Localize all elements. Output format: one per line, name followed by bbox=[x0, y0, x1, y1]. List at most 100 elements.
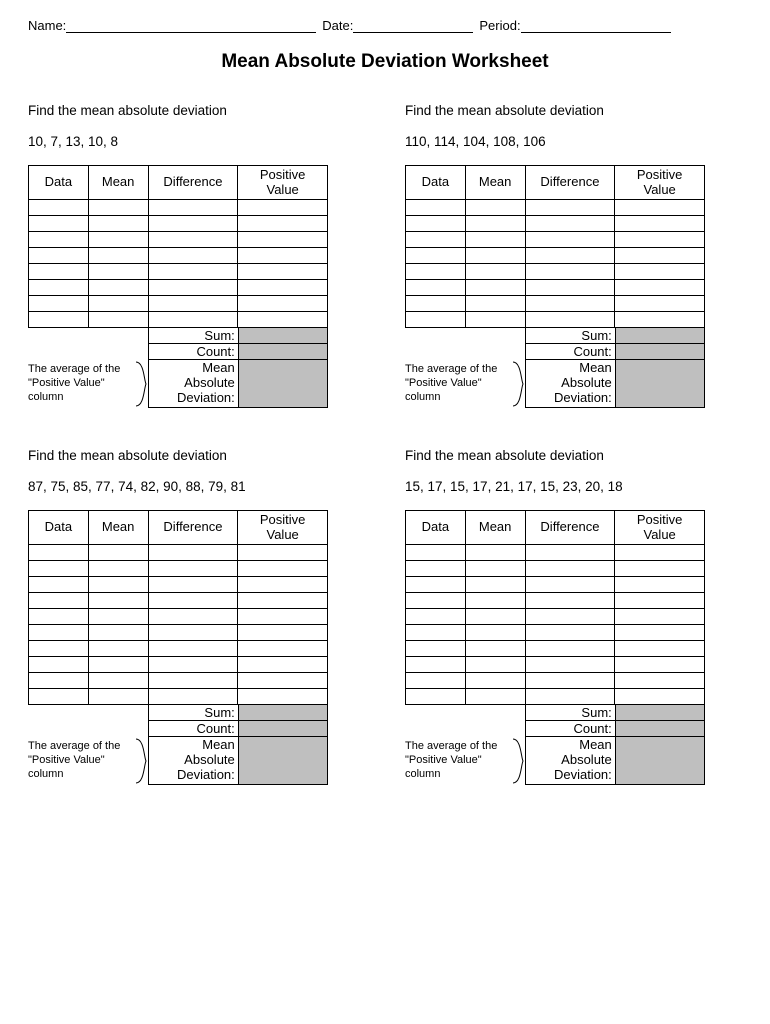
table-cell[interactable] bbox=[88, 280, 148, 296]
table-cell[interactable] bbox=[148, 593, 238, 609]
table-cell[interactable] bbox=[525, 689, 615, 705]
table-cell[interactable] bbox=[238, 264, 328, 280]
table-cell[interactable] bbox=[88, 689, 148, 705]
table-cell[interactable] bbox=[148, 264, 238, 280]
table-cell[interactable] bbox=[238, 216, 328, 232]
table-cell[interactable] bbox=[465, 625, 525, 641]
table-cell[interactable] bbox=[615, 264, 705, 280]
table-cell[interactable] bbox=[615, 280, 705, 296]
table-cell[interactable] bbox=[148, 248, 238, 264]
table-cell[interactable] bbox=[406, 609, 466, 625]
table-cell[interactable] bbox=[88, 312, 148, 328]
table-cell[interactable] bbox=[615, 296, 705, 312]
table-cell[interactable] bbox=[406, 248, 466, 264]
table-cell[interactable] bbox=[465, 545, 525, 561]
table-cell[interactable] bbox=[525, 232, 615, 248]
table-cell[interactable] bbox=[465, 561, 525, 577]
table-cell[interactable] bbox=[238, 673, 328, 689]
sum-row-value[interactable] bbox=[238, 705, 327, 721]
table-cell[interactable] bbox=[525, 312, 615, 328]
table-cell[interactable] bbox=[525, 200, 615, 216]
table-cell[interactable] bbox=[29, 312, 89, 328]
table-cell[interactable] bbox=[406, 216, 466, 232]
table-cell[interactable] bbox=[406, 641, 466, 657]
table-cell[interactable] bbox=[525, 625, 615, 641]
table-cell[interactable] bbox=[615, 577, 705, 593]
table-cell[interactable] bbox=[88, 248, 148, 264]
table-cell[interactable] bbox=[29, 232, 89, 248]
table-cell[interactable] bbox=[148, 625, 238, 641]
table-cell[interactable] bbox=[465, 248, 525, 264]
table-cell[interactable] bbox=[406, 545, 466, 561]
table-cell[interactable] bbox=[465, 232, 525, 248]
table-cell[interactable] bbox=[29, 625, 89, 641]
table-cell[interactable] bbox=[525, 280, 615, 296]
table-cell[interactable] bbox=[88, 593, 148, 609]
table-cell[interactable] bbox=[406, 625, 466, 641]
table-cell[interactable] bbox=[525, 296, 615, 312]
table-cell[interactable] bbox=[148, 280, 238, 296]
table-cell[interactable] bbox=[406, 264, 466, 280]
table-cell[interactable] bbox=[525, 593, 615, 609]
table-cell[interactable] bbox=[238, 561, 328, 577]
table-cell[interactable] bbox=[465, 609, 525, 625]
table-cell[interactable] bbox=[406, 280, 466, 296]
table-cell[interactable] bbox=[238, 577, 328, 593]
table-cell[interactable] bbox=[615, 641, 705, 657]
table-cell[interactable] bbox=[238, 232, 328, 248]
table-cell[interactable] bbox=[525, 545, 615, 561]
table-cell[interactable] bbox=[88, 232, 148, 248]
table-cell[interactable] bbox=[238, 657, 328, 673]
table-cell[interactable] bbox=[238, 200, 328, 216]
table-cell[interactable] bbox=[88, 657, 148, 673]
table-cell[interactable] bbox=[525, 673, 615, 689]
table-cell[interactable] bbox=[406, 312, 466, 328]
table-cell[interactable] bbox=[525, 609, 615, 625]
table-cell[interactable] bbox=[465, 657, 525, 673]
mad-value[interactable] bbox=[238, 737, 327, 785]
table-cell[interactable] bbox=[406, 577, 466, 593]
table-cell[interactable] bbox=[88, 609, 148, 625]
table-cell[interactable] bbox=[148, 312, 238, 328]
table-cell[interactable] bbox=[525, 248, 615, 264]
table-cell[interactable] bbox=[29, 248, 89, 264]
table-cell[interactable] bbox=[238, 593, 328, 609]
table-cell[interactable] bbox=[29, 657, 89, 673]
table-cell[interactable] bbox=[465, 200, 525, 216]
table-cell[interactable] bbox=[525, 657, 615, 673]
date-blank[interactable] bbox=[353, 19, 473, 33]
table-cell[interactable] bbox=[465, 264, 525, 280]
table-cell[interactable] bbox=[615, 200, 705, 216]
name-blank[interactable] bbox=[66, 19, 316, 33]
table-cell[interactable] bbox=[615, 216, 705, 232]
table-cell[interactable] bbox=[88, 296, 148, 312]
table-cell[interactable] bbox=[615, 657, 705, 673]
table-cell[interactable] bbox=[465, 216, 525, 232]
table-cell[interactable] bbox=[238, 296, 328, 312]
table-cell[interactable] bbox=[148, 561, 238, 577]
mad-value[interactable] bbox=[238, 360, 327, 408]
count-row-value[interactable] bbox=[615, 344, 704, 360]
table-cell[interactable] bbox=[238, 625, 328, 641]
table-cell[interactable] bbox=[406, 561, 466, 577]
table-cell[interactable] bbox=[615, 593, 705, 609]
table-cell[interactable] bbox=[29, 264, 89, 280]
table-cell[interactable] bbox=[29, 609, 89, 625]
table-cell[interactable] bbox=[148, 232, 238, 248]
table-cell[interactable] bbox=[148, 609, 238, 625]
mad-value[interactable] bbox=[615, 360, 704, 408]
table-cell[interactable] bbox=[238, 609, 328, 625]
table-cell[interactable] bbox=[525, 216, 615, 232]
table-cell[interactable] bbox=[465, 577, 525, 593]
table-cell[interactable] bbox=[615, 248, 705, 264]
table-cell[interactable] bbox=[465, 641, 525, 657]
table-cell[interactable] bbox=[615, 312, 705, 328]
table-cell[interactable] bbox=[148, 689, 238, 705]
table-cell[interactable] bbox=[29, 216, 89, 232]
count-row-value[interactable] bbox=[238, 721, 327, 737]
count-row-value[interactable] bbox=[238, 344, 327, 360]
table-cell[interactable] bbox=[148, 296, 238, 312]
table-cell[interactable] bbox=[88, 216, 148, 232]
table-cell[interactable] bbox=[29, 200, 89, 216]
table-cell[interactable] bbox=[238, 689, 328, 705]
